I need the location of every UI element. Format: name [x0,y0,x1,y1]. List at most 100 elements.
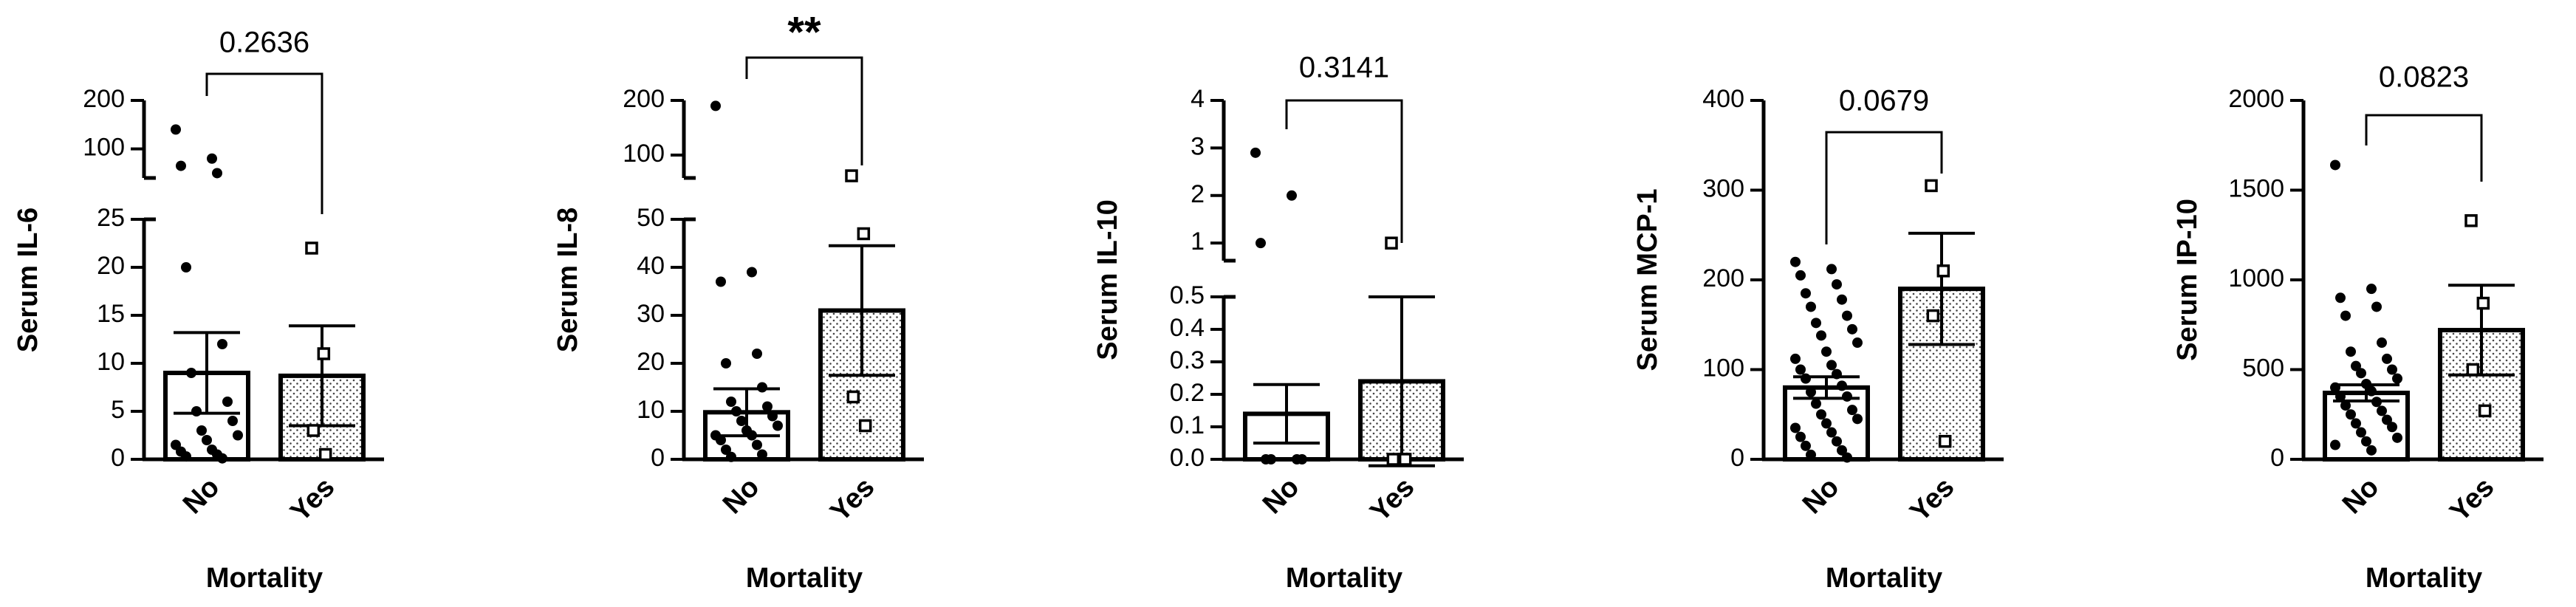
x-axis-title: Mortality [206,563,323,594]
y-tick-label: 0 [651,444,665,472]
y-tick-label: 100 [623,140,665,168]
data-point [2361,378,2371,389]
data-point [747,267,757,278]
data-point [2476,296,2490,310]
category-label: No [177,472,226,521]
data-point [857,227,871,241]
data-point [1287,190,1297,201]
data-point [1801,373,1811,384]
category-label: No [1797,472,1846,521]
data-point [2366,385,2377,397]
x-axis-title: Mortality [1826,563,1942,594]
data-point [196,425,207,436]
data-point [2371,301,2382,312]
data-point [1837,445,1847,456]
data-point [1386,453,1400,466]
y-axis-title: Serum IP-10 [2172,199,2203,361]
data-point [1801,440,1811,451]
data-point [2377,337,2387,349]
data-point [227,416,238,426]
data-point [1842,452,1852,463]
y-tick-label: 1500 [2228,174,2284,202]
data-point [2464,214,2478,227]
x-axis-title: Mortality [746,563,863,594]
data-point [731,406,741,416]
y-tick-label: 3 [1191,132,1205,160]
data-point [747,430,757,441]
data-point [318,447,332,462]
data-point [1926,309,1940,323]
data-point [1816,330,1826,341]
data-point [1826,427,1837,438]
data-point [176,160,186,171]
data-point [757,382,767,393]
data-point [202,435,212,445]
data-point [1837,380,1847,391]
data-point [2361,436,2371,447]
data-point [2478,404,2492,418]
data-point [1816,409,1826,420]
category-label: Yes [1904,472,1960,528]
data-point [752,349,762,359]
y-tick-label: 25 [97,204,125,232]
category-label: Yes [2444,472,2500,528]
data-point [1821,346,1832,357]
y-tick-label: 5 [111,396,125,424]
p-value: 0.2636 [219,27,309,59]
data-point [2346,346,2356,357]
data-point [2387,422,2397,433]
y-tick-label: 0.5 [1170,281,1205,309]
data-point [191,406,202,416]
data-point [716,276,726,287]
y-tick-label: 20 [637,348,665,376]
data-point [2351,360,2361,371]
data-point [2335,391,2346,402]
data-point [1795,431,1806,442]
y-tick-label: 300 [1702,174,1744,202]
x-axis-title: Mortality [2366,563,2482,594]
data-point [1297,454,1307,464]
y-tick-label: 4 [1191,85,1205,113]
data-point [1842,310,1852,321]
data-point [2366,284,2377,295]
panel: 0 10 20 30 40 50 100 200 No Yes ** Serum IL-8 Mortal… [552,8,924,594]
significance-bracket [2365,114,2483,182]
x-axis-title: Mortality [1286,563,1402,594]
data-point [181,451,191,462]
data-point [1832,436,1842,447]
data-point [716,435,726,445]
data-point [1795,364,1806,375]
data-point [1821,418,1832,429]
y-tick-label: 0.4 [1170,314,1205,342]
category-label: No [717,472,766,521]
data-point [1847,323,1857,335]
p-value: ** [787,8,821,56]
data-point [721,445,731,455]
error-bar [174,331,240,415]
data-point [212,168,222,179]
y-tick-label: 10 [637,396,665,424]
data-point [2356,427,2366,438]
category-label: Yes [1364,472,1420,528]
p-value: 0.0823 [2379,61,2469,94]
data-point [767,411,778,422]
data-point [186,368,196,378]
y-tick-label: 1000 [2228,264,2284,292]
y-tick-label: 15 [97,300,125,328]
data-point [1806,301,1816,312]
data-point [2340,400,2351,411]
data-point [2330,439,2340,450]
panel: 0 5 10 15 20 25 100 200 No Yes 0.2636 Serum IL-6 Mor… [13,27,384,594]
data-point [773,420,783,431]
data-point [1385,236,1398,250]
y-tick-label: 2 [1191,180,1205,208]
significance-bracket [1285,99,1403,243]
data-point [762,401,773,412]
data-point [757,449,767,460]
data-point [1790,422,1801,433]
y-tick-label: 20 [97,252,125,280]
data-point [222,397,233,407]
y-axis-title: Serum IL-10 [1092,199,1123,360]
data-point [2377,405,2387,416]
data-point [207,153,217,164]
